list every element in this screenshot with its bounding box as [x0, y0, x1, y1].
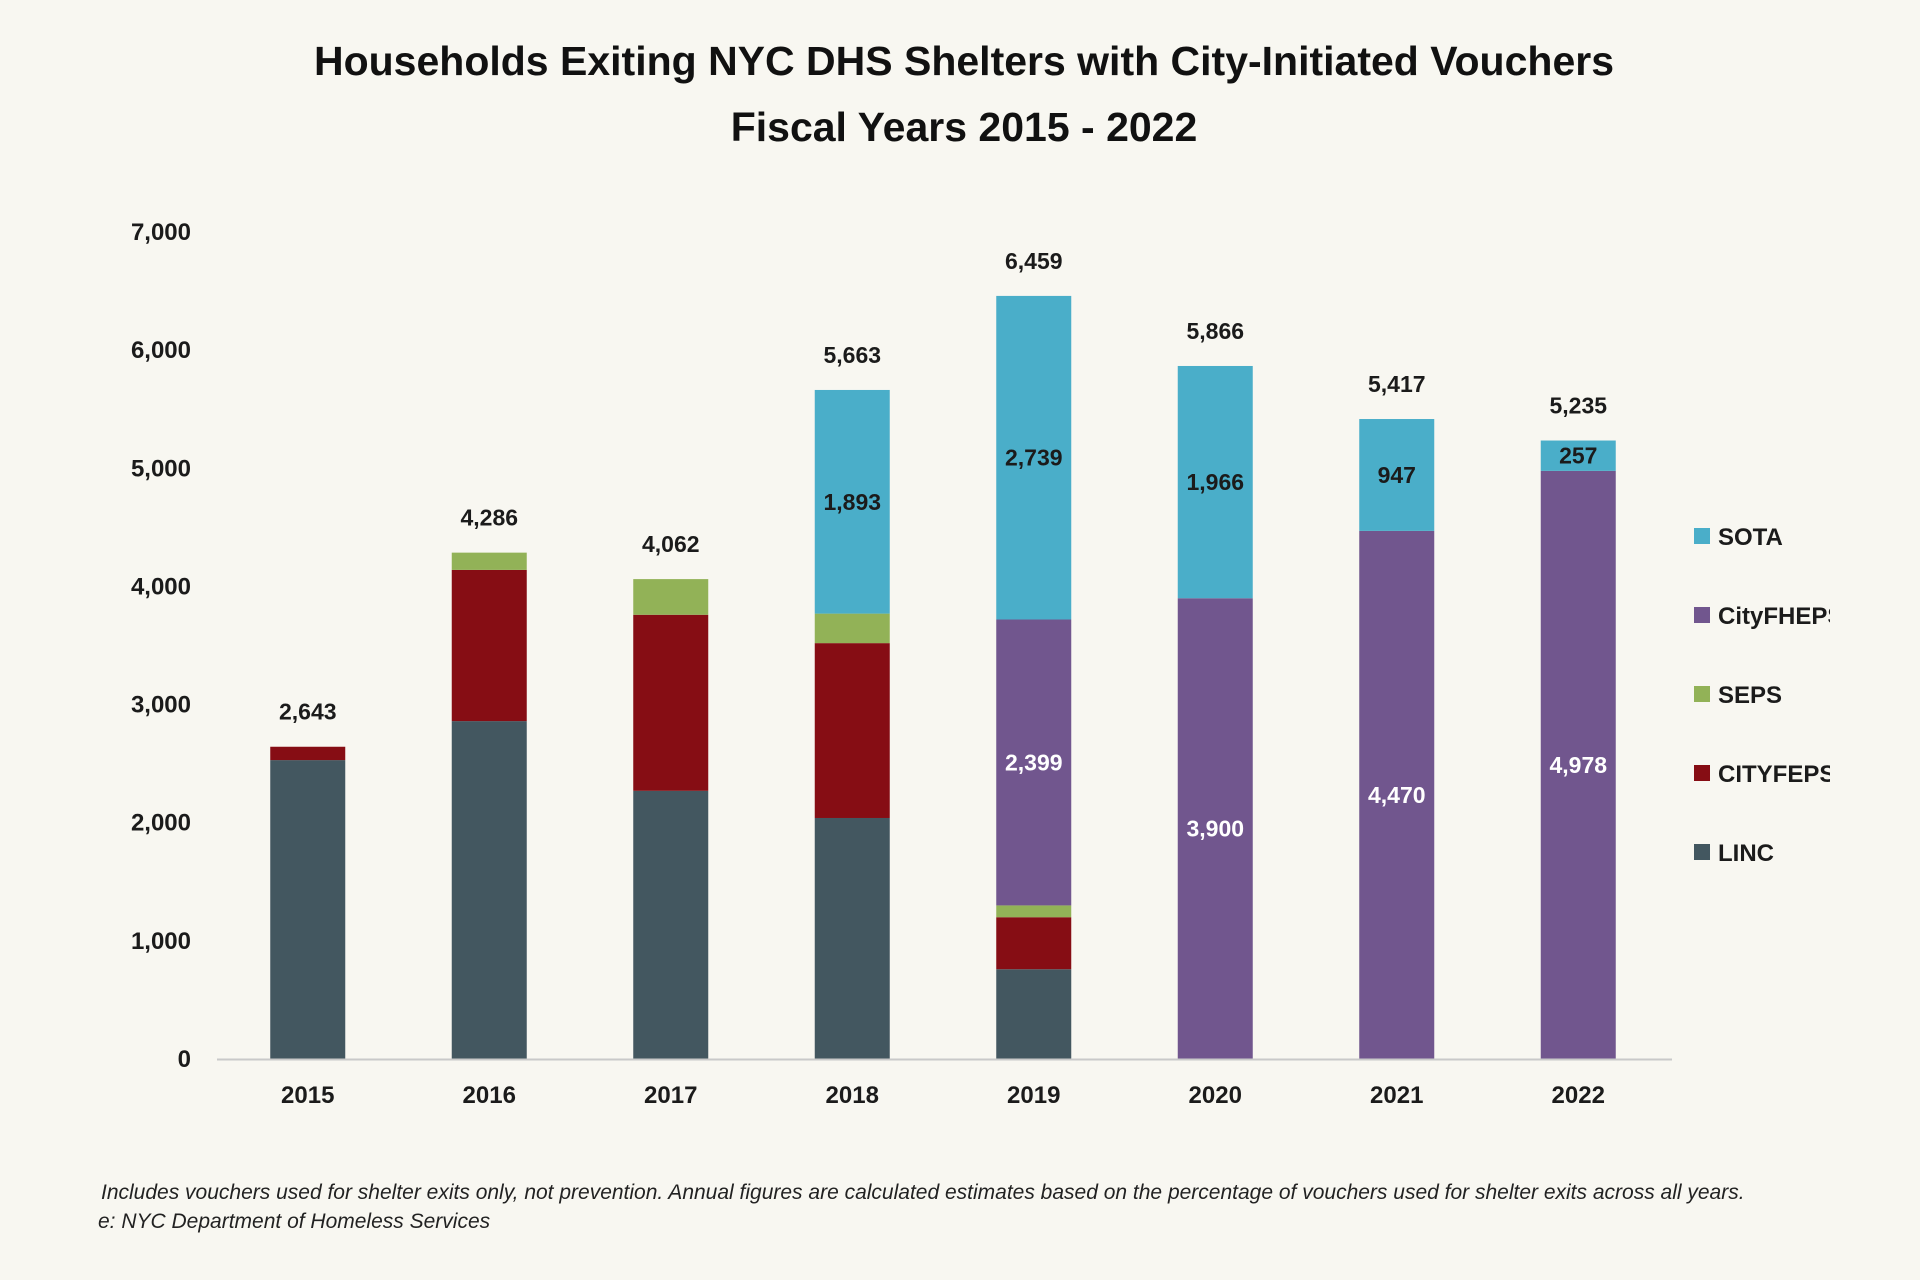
bar-cityfheps-2022 [1540, 470, 1616, 1059]
bar-sota-2019 [996, 295, 1072, 620]
x-tick-label-2015: 2015 [281, 1082, 334, 1109]
bar-seps-2016 [451, 552, 527, 570]
bar-linc-2015 [270, 760, 346, 1059]
legend-swatch-seps [1694, 686, 1710, 702]
y-axis: 0 1,000 2,000 3,000 4,000 5,000 6,000 7,000 [131, 219, 191, 1073]
bar-cityfeps-2019 [996, 917, 1072, 970]
data-label-cityfheps-2019: 2,399 [1005, 749, 1063, 775]
bar-cityfeps-2018 [814, 643, 890, 818]
bar-cityfheps-2020 [1177, 598, 1253, 1059]
y-tick-label-2000: 2,000 [131, 810, 191, 837]
bar-cityfeps-2015 [270, 746, 346, 761]
bar-seps-2017 [633, 579, 709, 615]
legend-label-cityfeps: CITYFEPS [1718, 761, 1835, 788]
total-label-2020: 5,866 [1186, 318, 1244, 344]
legend-label-sota: SOTA [1718, 524, 1783, 551]
bar-linc-2017 [633, 790, 709, 1059]
chart-subtitle: Fiscal Years 2015 - 2022 [731, 104, 1198, 150]
data-label-cityfheps-2020: 3,900 [1186, 816, 1244, 842]
legend-swatch-cityfheps [1694, 607, 1710, 623]
x-tick-label-2022: 2022 [1552, 1082, 1605, 1109]
bar-sota-2020 [1177, 365, 1253, 599]
total-label-2019: 6,459 [1005, 248, 1063, 274]
y-tick-label-0: 0 [178, 1046, 191, 1073]
x-tick-label-2018: 2018 [826, 1082, 879, 1109]
legend: SOTA CityFHEPS SEPS CITYFEPS LINC [1694, 524, 1843, 867]
y-tick-label-5000: 5,000 [131, 455, 191, 482]
bar-linc-2018 [814, 817, 890, 1059]
bar-cityfheps-2021 [1359, 530, 1435, 1059]
total-label-2016: 4,286 [460, 505, 518, 531]
total-label-2018: 5,663 [823, 342, 881, 368]
x-tick-label-2017: 2017 [644, 1082, 697, 1109]
legend-label-seps: SEPS [1718, 682, 1782, 709]
data-label-sota-2022: 257 [1559, 443, 1597, 469]
bars-group: 2,643 4,286 4,062 1,893 5,663 2,399 2,739 6,459… [270, 248, 1616, 1059]
total-label-2015: 2,643 [279, 699, 337, 725]
bar-linc-2019 [996, 969, 1072, 1059]
bar-sota-2021 [1359, 419, 1435, 531]
data-label-sota-2018: 1,893 [823, 489, 881, 515]
data-label-sota-2020: 1,966 [1186, 469, 1244, 495]
bar-seps-2018 [814, 613, 890, 644]
y-tick-label-7000: 7,000 [131, 219, 191, 246]
chart-title: Households Exiting NYC DHS Shelters with… [314, 38, 1614, 84]
legend-label-cityfheps: CityFHEPS [1718, 603, 1843, 630]
bar-seps-2019 [996, 905, 1072, 918]
legend-swatch-linc [1694, 844, 1710, 860]
x-axis: 2015 2016 2017 2018 2019 2020 2021 2022 [217, 1058, 1672, 1109]
footnote-source: e: NYC Department of Homeless Services [98, 1210, 491, 1233]
y-tick-label-3000: 3,000 [131, 692, 191, 719]
data-label-sota-2019: 2,739 [1005, 445, 1063, 471]
legend-label-linc: LINC [1718, 840, 1774, 867]
total-label-2021: 5,417 [1368, 371, 1426, 397]
bar-sota-2022 [1540, 440, 1616, 471]
legend-swatch-sota [1694, 528, 1710, 544]
y-tick-label-1000: 1,000 [131, 928, 191, 955]
bar-cityfeps-2016 [451, 569, 527, 722]
x-tick-label-2020: 2020 [1189, 1082, 1242, 1109]
data-label-cityfheps-2022: 4,978 [1549, 752, 1607, 778]
bar-linc-2016 [451, 721, 527, 1059]
legend-swatch-cityfeps [1694, 765, 1710, 781]
total-label-2022: 5,235 [1549, 393, 1607, 419]
x-tick-label-2016: 2016 [463, 1082, 516, 1109]
y-tick-label-4000: 4,000 [131, 573, 191, 600]
bar-cityfheps-2019 [996, 619, 1072, 906]
y-tick-label-6000: 6,000 [131, 337, 191, 364]
bar-sota-2018 [814, 389, 890, 614]
x-tick-label-2021: 2021 [1370, 1082, 1423, 1109]
data-label-cityfheps-2021: 4,470 [1368, 782, 1426, 808]
data-label-sota-2021: 947 [1378, 462, 1416, 488]
total-label-2017: 4,062 [642, 531, 700, 557]
footnote-note: Includes vouchers used for shelter exits… [101, 1181, 1745, 1204]
bar-cityfeps-2017 [633, 614, 709, 791]
x-tick-label-2019: 2019 [1007, 1082, 1060, 1109]
